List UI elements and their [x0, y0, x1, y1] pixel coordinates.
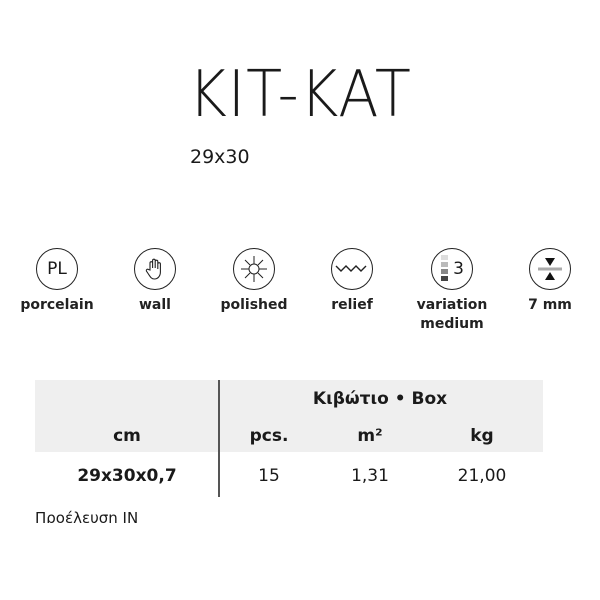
- header-cm: cm: [113, 426, 141, 446]
- feature-wall: wall: [105, 248, 205, 315]
- header-kg: kg: [470, 426, 494, 446]
- feature-porcelain: PL porcelain: [7, 248, 107, 315]
- table-divider: [218, 380, 220, 497]
- cell-kg: 21,00: [457, 466, 507, 486]
- variation-scale-icon: 3: [431, 248, 473, 290]
- feature-relief: relief: [302, 248, 402, 315]
- box-group-header: Κιβώτιο • Box: [312, 389, 448, 409]
- cell-dimensions: 29x30x0,7: [77, 466, 177, 486]
- hand-wall-icon: [134, 248, 176, 290]
- header-pcs: pcs.: [249, 426, 289, 446]
- feature-thickness: 7 mm: [500, 248, 600, 315]
- origin-note: Προέλευση IN: [35, 509, 139, 523]
- thickness-icon: [529, 248, 571, 290]
- sun-polished-icon: [233, 248, 275, 290]
- feature-label: wall: [139, 297, 171, 313]
- product-size: 29x30: [190, 146, 250, 168]
- header-m2: m²: [357, 426, 383, 446]
- porcelain-pl-icon: PL: [36, 248, 78, 290]
- table-header-band: [35, 380, 543, 452]
- feature-label: relief: [331, 297, 373, 313]
- feature-label: variation medium: [416, 297, 488, 332]
- feature-variation: 3 variation medium: [402, 248, 502, 334]
- feature-label: 7 mm: [528, 297, 572, 313]
- feature-label: polished: [220, 297, 288, 313]
- cell-pcs: 15: [258, 466, 280, 486]
- feature-label: porcelain: [20, 297, 94, 313]
- feature-polished: polished: [204, 248, 304, 315]
- product-title: KIT-KAT: [188, 58, 412, 132]
- cell-m2: 1,31: [351, 466, 389, 486]
- wave-relief-icon: [331, 248, 373, 290]
